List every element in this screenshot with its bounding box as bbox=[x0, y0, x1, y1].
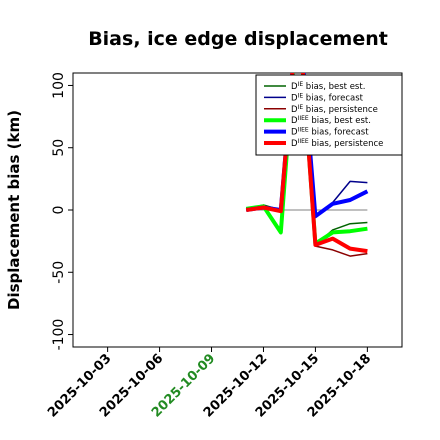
y-axis-label: Displacement bias (km) bbox=[5, 110, 23, 310]
y-tick-label: 50 bbox=[51, 139, 67, 157]
legend-entry-6: DIIEE bias, persistence bbox=[291, 138, 383, 149]
y-tick-label: -50 bbox=[51, 261, 67, 284]
legend-entry-5: DIIEE bias, forecast bbox=[291, 127, 369, 138]
x-axis: 2025-10-032025-10-062025-10-092025-10-12… bbox=[45, 347, 374, 421]
y-tick-label: 0 bbox=[51, 206, 67, 215]
y-tick-label: 100 bbox=[51, 72, 67, 99]
chart-title: Bias, ice edge displacement bbox=[88, 28, 388, 50]
y-tick-label: -100 bbox=[51, 319, 67, 351]
legend-entry-2: DIE bias, forecast bbox=[291, 92, 364, 103]
legend-entry-1: DIE bias, best est. bbox=[291, 81, 365, 92]
y-axis: -100 -50 0 50 100 bbox=[51, 72, 73, 350]
legend-entry-3: DIE bias, persistence bbox=[291, 104, 378, 115]
legend: DIE bias, best est.DIE bias, forecastDIE… bbox=[255, 74, 403, 156]
legend-entry-4: DIIEE bias, best est. bbox=[291, 115, 371, 126]
